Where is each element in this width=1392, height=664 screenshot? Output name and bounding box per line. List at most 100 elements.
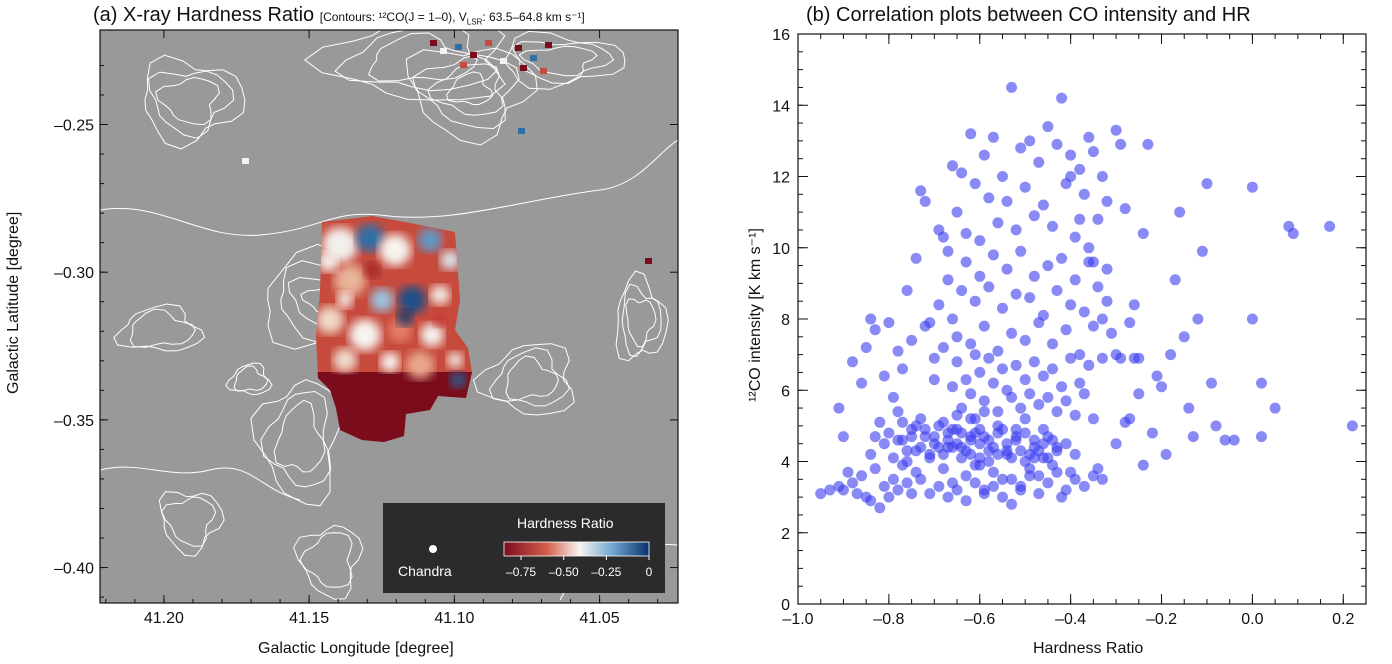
hr-region-spot	[433, 313, 447, 327]
scatter-point	[960, 470, 972, 482]
hardness-ratio-map: 41.20 41.15 41.10 41.05 –0.25 –0.30 –0.35 –0.40…	[54, 29, 679, 627]
scatter-ytick-label: 16	[772, 27, 790, 44]
scatter-point	[942, 245, 954, 257]
scatter-point	[1065, 352, 1077, 364]
scatter-point	[1051, 138, 1063, 150]
scatter-point	[1174, 206, 1186, 218]
co-contour-line	[334, 30, 499, 92]
co-contour-line	[155, 76, 220, 126]
scatter-ytick-label: 8	[781, 312, 790, 329]
co-contour-line	[260, 390, 332, 488]
scatter-point	[901, 285, 913, 296]
hr-speck	[242, 158, 249, 164]
top-edge-specks	[242, 40, 652, 264]
scatter-point	[1287, 228, 1299, 239]
co-contour-line	[273, 399, 326, 473]
chandra-beam-marker	[429, 545, 437, 553]
co-contour-line	[161, 496, 217, 547]
scatter-point	[1096, 313, 1108, 325]
scatter-point	[1047, 338, 1058, 350]
scatter-point	[892, 484, 904, 496]
scatter-point	[978, 395, 990, 407]
scatter-point	[951, 438, 963, 450]
scatter-point	[1051, 466, 1063, 478]
scatter-point	[869, 431, 881, 443]
co-contour-line	[511, 41, 615, 85]
scatter-point	[956, 427, 968, 439]
scatter-point	[1024, 388, 1036, 400]
scatter-point	[847, 477, 858, 489]
scatter-point	[1056, 252, 1068, 264]
scatter-point	[910, 252, 922, 264]
scatter-point	[1087, 256, 1099, 268]
scatter-point	[974, 235, 986, 247]
scatter-point	[1096, 473, 1108, 485]
colorbar	[503, 541, 650, 557]
scatter-point	[997, 491, 1008, 503]
scatter-point	[919, 320, 931, 332]
scatter-point	[1060, 395, 1072, 407]
co-contour-line	[518, 45, 598, 77]
scatter-point	[1042, 391, 1054, 403]
scatter-point	[1010, 359, 1022, 371]
scatter-point	[1019, 374, 1031, 386]
scatter-point	[1006, 81, 1018, 93]
hr-speck	[518, 128, 525, 134]
hr-speck	[500, 58, 507, 64]
co-hr-scatter: –1.0 –0.8 –0.6 –0.4 –0.2 0.0 0.2 0 2 4 6 8 10 12 14 16	[772, 27, 1367, 628]
co-contour-line	[505, 355, 560, 401]
scatter-xtick-label: –0.4	[1055, 611, 1086, 628]
scatter-point	[1006, 452, 1018, 464]
scatter-xtick-label: –1.0	[782, 611, 813, 628]
scatter-point	[1246, 313, 1258, 325]
scatter-point	[1128, 352, 1140, 364]
scatter-frame	[797, 33, 1367, 605]
scatter-point	[1087, 470, 1099, 482]
co-contour-line	[472, 343, 575, 416]
map-ytick-label: –0.25	[54, 118, 94, 135]
scatter-point	[1101, 295, 1113, 307]
hr-speck	[470, 52, 477, 58]
scatter-point	[1133, 388, 1145, 400]
scatter-point	[1269, 402, 1281, 414]
scatter-point	[1256, 377, 1267, 389]
scatter-point	[1047, 363, 1058, 375]
scatter-point	[1010, 431, 1022, 443]
scatter-point	[865, 495, 877, 507]
co-contour-line	[367, 32, 479, 82]
scatter-point	[1119, 416, 1131, 428]
scatter-xlabel: Hardness Ratio	[1033, 640, 1144, 657]
scatter-point	[1087, 413, 1099, 425]
scatter-point	[1083, 359, 1095, 371]
scatter-point	[1069, 473, 1081, 485]
scatter-point	[1006, 498, 1018, 510]
scatter-point	[974, 452, 986, 464]
scatter-point	[978, 488, 990, 500]
scatter-point	[878, 480, 890, 492]
scatter-point	[1092, 213, 1104, 225]
scatter-point	[906, 431, 918, 443]
scatter-point	[983, 456, 995, 467]
scatter-point	[1037, 309, 1049, 321]
colorbar-tick-label: –0.25	[591, 565, 621, 579]
scatter-point	[878, 438, 890, 450]
scatter-point	[1074, 163, 1086, 175]
scatter-point	[942, 434, 954, 446]
scatter-point	[919, 195, 931, 207]
co-contour-line	[225, 362, 273, 396]
scatter-xtick-label: 0.2	[1332, 611, 1354, 628]
scatter-point	[951, 331, 963, 343]
scatter-point	[1087, 320, 1099, 332]
scatter-point	[1006, 327, 1018, 339]
co-contour-line	[250, 379, 343, 507]
co-contour-line	[303, 30, 506, 101]
scatter-point	[1024, 135, 1036, 147]
scatter-point	[1006, 473, 1018, 485]
panel-a-subtitle-lsr: LSR	[466, 17, 483, 27]
scatter-point	[878, 370, 890, 382]
panel-b-title: (b) Correlation plots between CO intensi…	[806, 4, 1251, 26]
scatter-point	[969, 178, 981, 190]
scatter-ytick-label: 2	[781, 526, 790, 543]
scatter-point	[869, 463, 881, 475]
scatter-point	[1065, 299, 1077, 311]
